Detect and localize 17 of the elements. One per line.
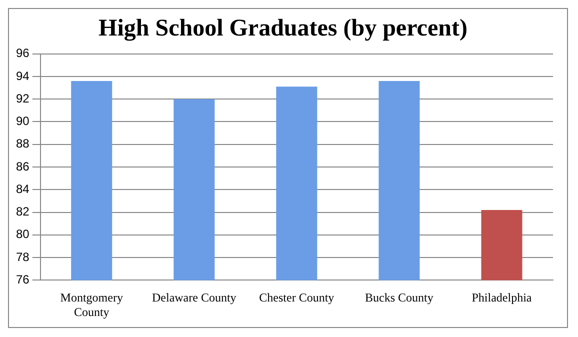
y-tick-label: 84 [16,182,30,196]
x-tick-label: Montgomery County [60,290,123,319]
y-tick-label: 96 [16,46,30,60]
chart-title: High School Graduates (by percent) [98,16,468,42]
y-tick-label: 82 [16,204,30,219]
y-tick-label: 88 [16,136,30,151]
x-tick-label: Philadelphia [472,290,532,305]
x-tick-label: Chester County [259,290,334,305]
y-tick-label: 94 [16,68,30,83]
y-tick-label: 92 [16,91,30,106]
y-tick-label: 90 [16,114,30,128]
y-tick-label: 78 [16,250,30,264]
x-tick-label: Bucks County [365,290,434,305]
x-tick-label: Delaware County [152,290,236,305]
y-tick-label: 86 [16,159,30,174]
y-tick-label: 76 [16,272,30,287]
y-tick-label: 80 [16,227,30,242]
